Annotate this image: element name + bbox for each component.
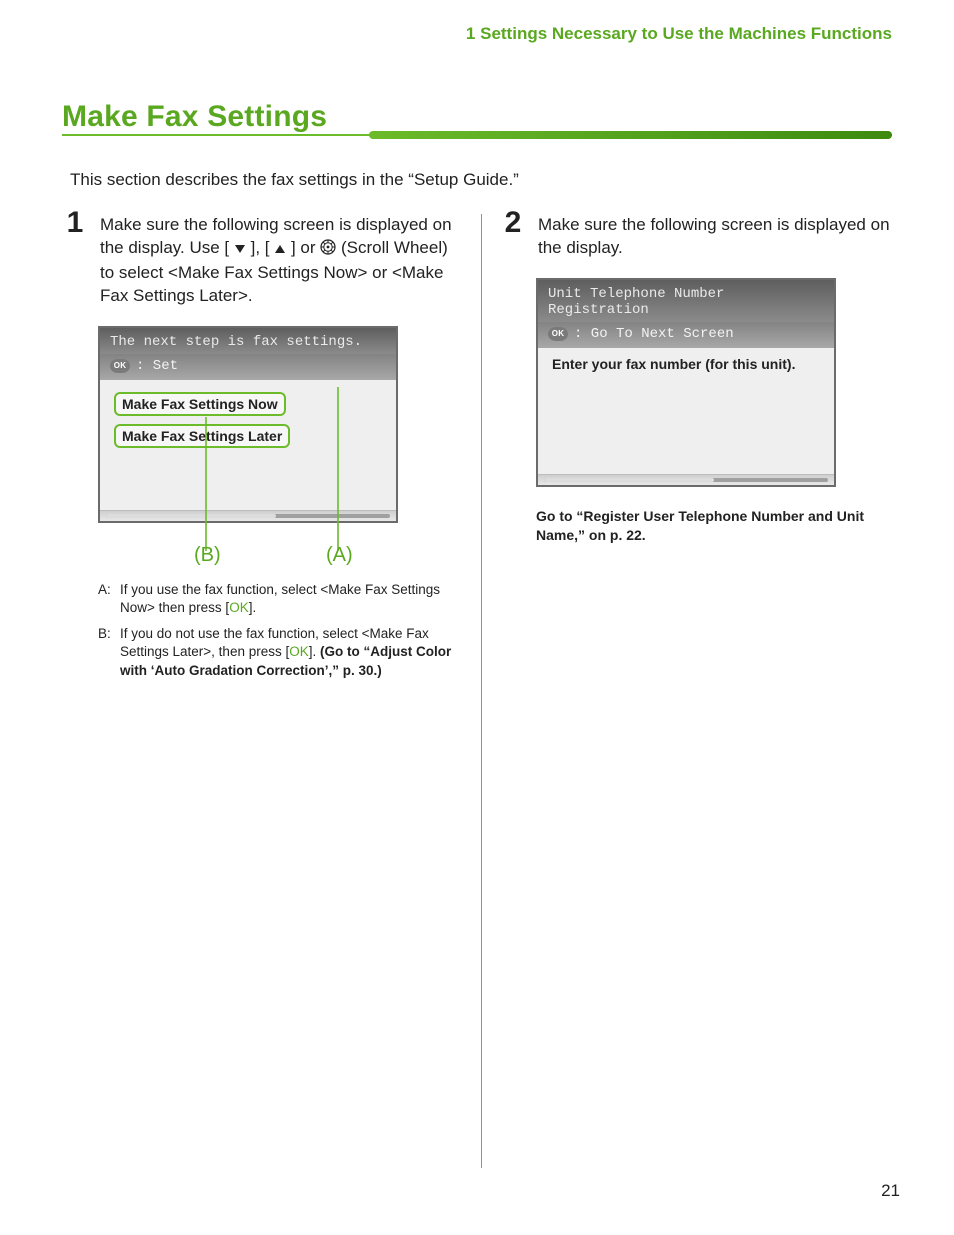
device-screen-2: Unit Telephone Number Registration OK : …	[536, 278, 836, 487]
screen-callouts: (B) (A)	[98, 523, 394, 567]
screen-scrollbar[interactable]	[538, 474, 834, 485]
step-1-text-part: ], [	[251, 238, 270, 257]
column-right: 2 Make sure the following screen is disp…	[500, 208, 900, 545]
note-b: B: If you do not use the fax function, s…	[98, 625, 462, 680]
note-a: A: If you use the fax function, select <…	[98, 581, 462, 617]
note-text-part: ].	[309, 644, 320, 659]
section-intro: This section describes the fax settings …	[70, 170, 892, 190]
scroll-wheel-icon	[320, 239, 336, 262]
column-divider	[481, 214, 482, 1168]
step-number: 2	[500, 208, 526, 238]
step-number: 1	[62, 208, 88, 238]
screen-prompt: Enter your fax number (for this unit).	[552, 356, 820, 374]
screen-subheader: OK : Go To Next Screen	[538, 322, 834, 348]
chapter-header: 1 Settings Necessary to Use the Machines…	[62, 24, 892, 44]
note-text-part: ].	[249, 600, 257, 615]
note-text: If you use the fax function, select <Mak…	[120, 581, 462, 617]
column-left: 1 Make sure the following screen is disp…	[62, 208, 462, 688]
note-key: B:	[98, 625, 114, 680]
note-text: If you do not use the fax function, sele…	[120, 625, 462, 680]
step-1-text-part: ] or	[291, 238, 320, 257]
ok-icon: OK	[548, 327, 568, 341]
callout-label-a: (A)	[326, 544, 353, 567]
step-text: Make sure the following screen is displa…	[538, 208, 900, 260]
screen-option-now[interactable]: Make Fax Settings Now	[114, 392, 286, 416]
step-1: 1 Make sure the following screen is disp…	[62, 208, 462, 308]
ok-icon: OK	[110, 359, 130, 373]
note-text-part: If you use the fax function, select <Mak…	[120, 582, 440, 615]
step-text: Make sure the following screen is displa…	[100, 208, 462, 308]
section-title-rule	[62, 134, 892, 142]
section-title-block: Make Fax Settings	[62, 100, 892, 142]
ok-text: OK	[289, 644, 309, 659]
screen-option-later[interactable]: Make Fax Settings Later	[114, 424, 290, 448]
ok-text: OK	[229, 600, 249, 615]
up-triangle-icon	[274, 239, 286, 262]
step-1-notes: A: If you use the fax function, select <…	[98, 581, 462, 680]
note-key: A:	[98, 581, 114, 617]
screen-subheader: OK : Set	[100, 354, 396, 380]
screen-title: Unit Telephone Number Registration	[538, 280, 834, 322]
page-number: 21	[881, 1181, 900, 1201]
device-screen-1: The next step is fax settings. OK : Set …	[98, 326, 398, 523]
goto-reference: Go to “Register User Telephone Number an…	[536, 507, 900, 545]
screen-scrollbar[interactable]	[100, 510, 396, 521]
screen-subheader-text: : Set	[136, 358, 178, 374]
screen-title: The next step is fax settings.	[100, 328, 396, 354]
screen-subheader-text: : Go To Next Screen	[574, 326, 734, 342]
screen-body: Make Fax Settings Now Make Fax Settings …	[100, 380, 396, 510]
screen-body: Enter your fax number (for this unit).	[538, 348, 834, 474]
step-2: 2 Make sure the following screen is disp…	[500, 208, 900, 260]
manual-page: 1 Settings Necessary to Use the Machines…	[0, 0, 954, 1235]
section-title: Make Fax Settings	[62, 100, 327, 138]
two-column-layout: 1 Make sure the following screen is disp…	[62, 208, 892, 1208]
down-triangle-icon	[234, 239, 246, 262]
callout-label-b: (B)	[194, 544, 221, 567]
